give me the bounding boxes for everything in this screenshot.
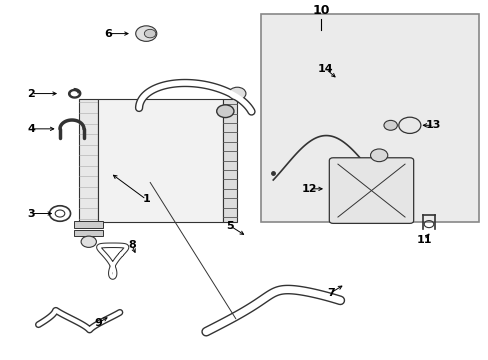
Circle shape xyxy=(370,149,387,162)
Text: 6: 6 xyxy=(104,28,112,39)
Circle shape xyxy=(398,117,420,134)
Circle shape xyxy=(216,105,233,118)
Bar xyxy=(74,221,103,228)
FancyBboxPatch shape xyxy=(328,158,413,224)
Text: 5: 5 xyxy=(226,221,233,231)
Bar xyxy=(98,99,223,222)
Text: 2: 2 xyxy=(27,89,35,99)
Circle shape xyxy=(136,26,157,41)
Bar xyxy=(74,230,103,237)
Text: 9: 9 xyxy=(94,318,102,328)
Circle shape xyxy=(228,87,245,100)
Bar xyxy=(261,14,478,222)
Text: 12: 12 xyxy=(301,184,316,194)
Text: 11: 11 xyxy=(416,235,431,245)
Text: 3: 3 xyxy=(27,208,35,219)
Text: 7: 7 xyxy=(326,288,334,298)
Text: 8: 8 xyxy=(128,240,136,250)
Bar xyxy=(223,99,237,222)
Text: 4: 4 xyxy=(27,124,35,134)
Circle shape xyxy=(383,120,397,130)
Circle shape xyxy=(81,236,96,247)
Text: 14: 14 xyxy=(318,64,333,74)
Text: 10: 10 xyxy=(312,4,329,17)
Bar xyxy=(79,99,98,222)
Circle shape xyxy=(144,30,156,38)
Text: 1: 1 xyxy=(142,194,150,204)
Text: 13: 13 xyxy=(425,120,441,130)
